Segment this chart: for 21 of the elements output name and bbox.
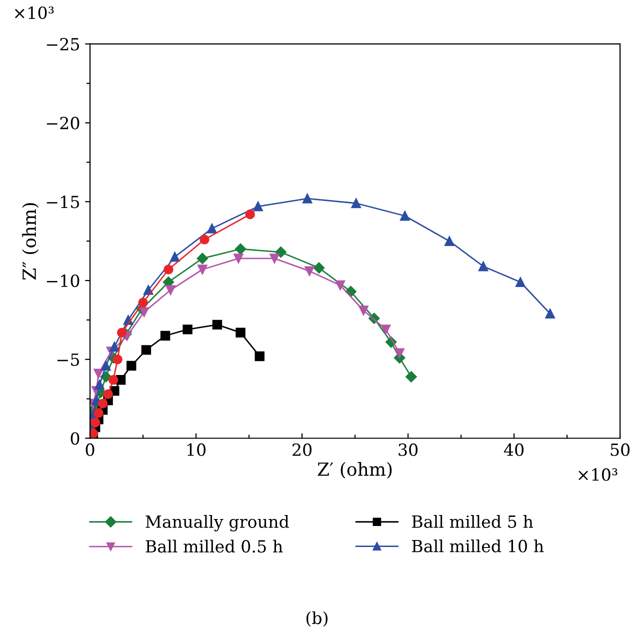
y-tick-label: −25 [46, 38, 80, 51]
legend-label: Ball milled 0.5 h [146, 540, 283, 553]
x-tick-label: 40 [504, 443, 524, 456]
y-tick-label: −10 [46, 274, 80, 288]
text: (b) [306, 611, 328, 627]
x-tick-label: 10 [187, 443, 206, 456]
y-tick-label: −15 [46, 196, 80, 208]
x-tick-label: 20 [292, 443, 312, 456]
text: ×10³ [578, 468, 618, 481]
legend-label: Ball milled 5 h [412, 515, 534, 528]
legend-label: Ball milled 10 h [412, 540, 544, 552]
x-axis-title: Z′ (ohm) [318, 462, 392, 479]
y-tick-label: −5 [58, 354, 80, 366]
legend-label: Manually ground [146, 515, 289, 532]
x-tick-label: 50 [610, 443, 630, 456]
x-tick-label: 0 [86, 443, 94, 456]
y-tick-label: 0 [70, 432, 80, 445]
text: ×10³ [14, 6, 54, 20]
y-axis-title: Z″ (ohm) [22, 203, 39, 280]
x-tick-label: 30 [398, 443, 418, 456]
y-tick-label: −20 [46, 116, 80, 130]
